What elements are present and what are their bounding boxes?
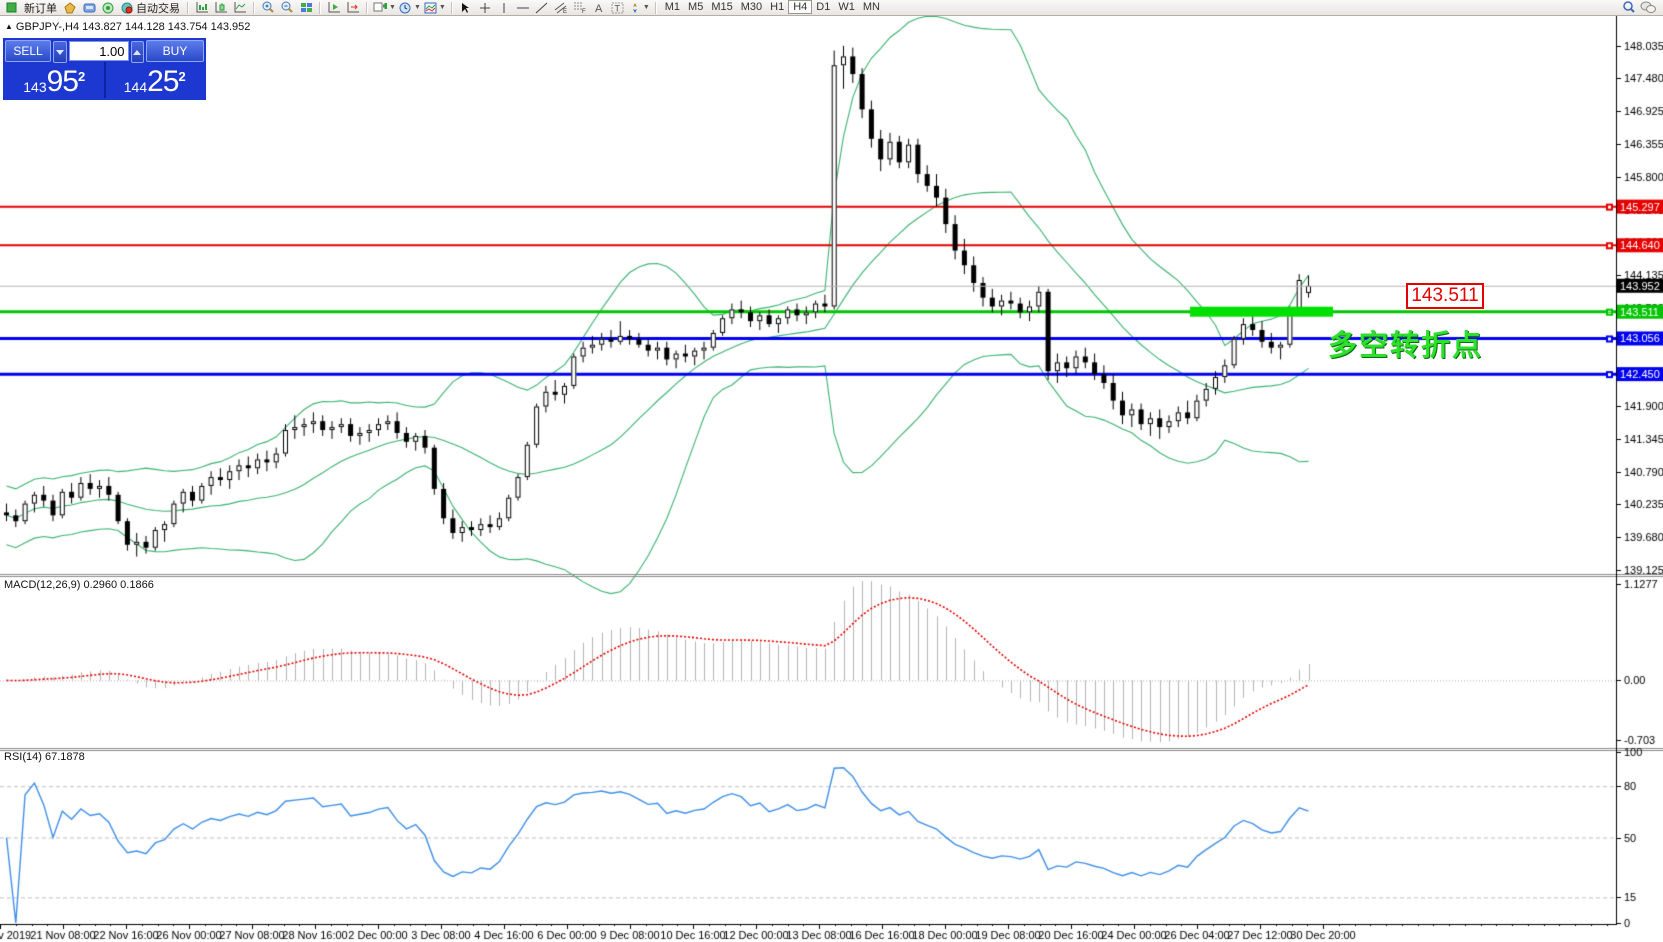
- volume-input[interactable]: [68, 41, 129, 61]
- timeframe-H4[interactable]: H4: [788, 0, 813, 14]
- chart-shift-button[interactable]: [344, 1, 362, 15]
- signals-icon[interactable]: [99, 1, 117, 15]
- candlestick-chart-button[interactable]: [212, 1, 230, 15]
- toolbar-separator: [654, 1, 657, 14]
- buy-button[interactable]: BUY: [146, 40, 204, 62]
- tile-windows-button[interactable]: [297, 1, 315, 15]
- symbol-ohlc-header: ▲ GBPJPY-,H4 143.827 144.128 143.754 143.…: [5, 21, 250, 33]
- zoom-out-button[interactable]: [278, 1, 296, 15]
- sell-button[interactable]: SELL: [5, 40, 51, 62]
- window-icon: [2, 1, 20, 15]
- timeframe-M1[interactable]: M1: [664, 1, 681, 13]
- chart-canvas[interactable]: [0, 16, 1663, 942]
- arrows-button[interactable]: ▼: [628, 1, 651, 15]
- buy-price-prefix: 144: [123, 79, 148, 95]
- new-order-button[interactable]: 新订单: [21, 1, 60, 15]
- cursor-button[interactable]: [457, 1, 475, 15]
- buy-price-big: 25: [147, 65, 179, 98]
- svg-text:T: T: [615, 3, 621, 13]
- timeframe-H1[interactable]: H1: [770, 1, 785, 13]
- sell-price-big: 95: [46, 65, 79, 98]
- sell-price[interactable]: 143 95 2: [5, 62, 104, 98]
- search-icon[interactable]: [1620, 1, 1638, 15]
- svg-text:E: E: [563, 9, 567, 14]
- sell-price-prefix: 143: [23, 79, 47, 95]
- crosshair-button[interactable]: [476, 1, 494, 15]
- volume-decrease-button[interactable]: [53, 41, 67, 63]
- bar-chart-button[interactable]: [193, 1, 211, 15]
- timeframe-W1[interactable]: W1: [838, 1, 855, 13]
- toolbar-separator: [187, 1, 189, 14]
- toolbar: 新订单 自动交易: [0, 0, 1663, 16]
- trade-panel-controls: SELL BUY: [5, 40, 204, 63]
- buy-price[interactable]: 144 25 2: [106, 62, 205, 98]
- svg-text:A: A: [595, 3, 603, 14]
- toolbar-separator: [450, 1, 453, 14]
- timeframe-M30[interactable]: M30: [740, 1, 763, 13]
- toolbar-separator: [319, 1, 321, 14]
- new-chart-button[interactable]: [325, 1, 343, 15]
- zoom-in-button[interactable]: [259, 1, 277, 15]
- templates-button[interactable]: ▼: [423, 1, 447, 15]
- indicators-button[interactable]: ▼: [372, 1, 397, 15]
- fibonacci-button[interactable]: F: [571, 1, 589, 15]
- auto-trading-label: 自动交易: [136, 2, 180, 15]
- equidistant-channel-button[interactable]: E: [552, 1, 570, 15]
- horizontal-line-button[interactable]: [514, 1, 532, 15]
- sell-price-sup: 2: [78, 69, 86, 84]
- trade-panel-prices: 143 95 2 144 25 2: [5, 62, 204, 98]
- arrow-down-icon: [55, 49, 64, 55]
- auto-trading-button[interactable]: 自动交易: [118, 1, 183, 15]
- price-callout-box[interactable]: 143.511: [1406, 283, 1484, 309]
- trendline-button[interactable]: [533, 1, 551, 15]
- periods-button[interactable]: ▼: [398, 1, 422, 15]
- new-order-label: 新订单: [24, 2, 57, 15]
- volume-increase-button[interactable]: [130, 41, 144, 63]
- symbol-ohlc-text: GBPJPY-,H4 143.827 144.128 143.754 143.9…: [15, 21, 251, 33]
- trade-panel-divider: [103, 62, 106, 98]
- buy-price-sup: 2: [178, 69, 186, 84]
- text-button[interactable]: A: [590, 1, 608, 15]
- toolbar-separator: [366, 1, 368, 14]
- text-label-button[interactable]: T: [609, 1, 627, 15]
- timeframe-M15[interactable]: M15: [711, 1, 733, 13]
- market-watch-icon[interactable]: [80, 1, 98, 15]
- line-chart-button[interactable]: [231, 1, 249, 15]
- timeframe-D1[interactable]: D1: [816, 1, 831, 13]
- macd-label: MACD(12,26,9) 0.2960 0.1866: [4, 579, 154, 591]
- chat-icon[interactable]: [1639, 1, 1657, 15]
- vertical-line-button[interactable]: [495, 1, 513, 15]
- timeframe-MN[interactable]: MN: [862, 1, 880, 13]
- turning-point-annotation: 多空转折点: [1328, 330, 1484, 362]
- timeframe-M5[interactable]: M5: [688, 1, 704, 13]
- favorites-icon[interactable]: [61, 1, 79, 15]
- toolbar-separator: [253, 1, 255, 14]
- arrow-up-icon: [133, 49, 142, 55]
- svg-text:F: F: [582, 9, 586, 14]
- rsi-label: RSI(14) 67.1878: [4, 751, 85, 763]
- timeframe-group: M1 M5 M15 M30 H1 H4 D1 W1 MN: [661, 0, 884, 14]
- collapse-icon[interactable]: ▲: [5, 22, 13, 31]
